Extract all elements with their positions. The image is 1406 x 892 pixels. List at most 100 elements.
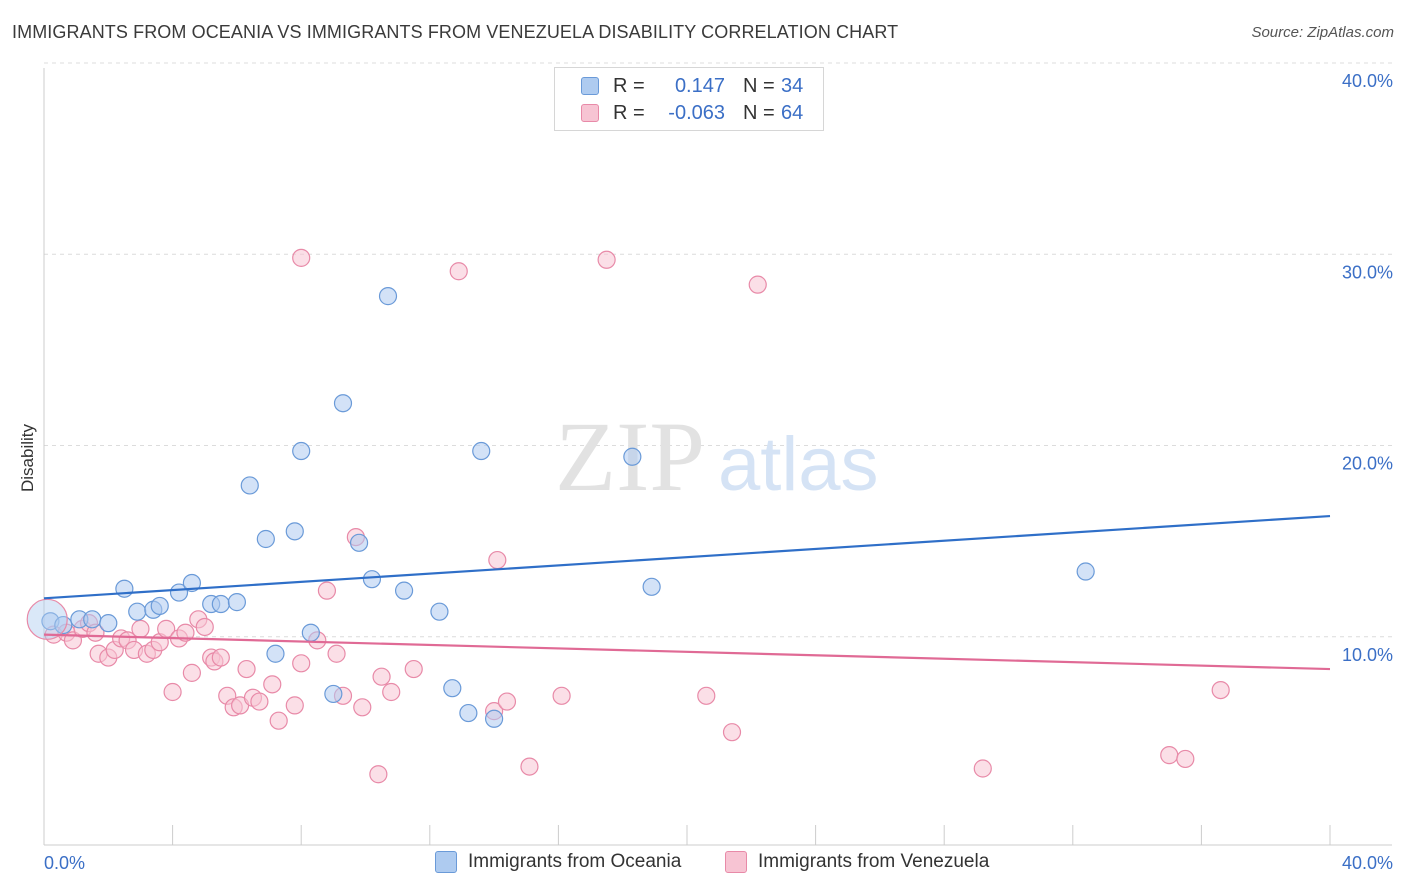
oceania-point [182,573,201,593]
venezuela-point [182,663,201,682]
chart-title: IMMIGRANTS FROM OCEANIA VS IMMIGRANTS FR… [12,22,899,42]
legend-n-label: N = [743,74,775,97]
venezuela-point [404,659,423,679]
oceania-point [472,441,491,461]
source-label: Source: ZipAtlas.com [1251,24,1394,41]
venezuela-point [292,248,311,267]
oceania-point [211,594,230,614]
tick-labels: 10.0% 20.0% 30.0% 40.0% 0.0% 40.0% [44,71,1393,873]
oceania-point [642,577,661,596]
oceania-point [324,684,343,704]
x-tick-label: 40.0% [1342,853,1393,873]
oceania-point [256,529,275,549]
venezuela-point [369,765,388,784]
data-points [26,248,1230,784]
oceania-point [623,447,642,466]
venezuela-point [1176,749,1195,769]
y-axis-label: Disability [18,423,37,493]
venezuela-point [327,644,346,663]
venezuela-point [292,654,311,673]
legend-n-value: 64 [781,101,804,124]
oceania-point [1076,562,1095,581]
series-name-venezuela: Immigrants from Venezuela [758,851,990,872]
venezuela-point [250,692,269,711]
venezuela-point [317,581,337,600]
series-legend-venezuela: Immigrants from Venezuela [725,851,989,873]
x-tick-label: 0.0% [44,853,85,873]
stats-legend: R = 0.147 N = 34 R = -0.063 N = 64 [554,67,824,131]
venezuela-point [353,698,372,717]
venezuela-point [1160,746,1179,765]
trend-lines [43,514,1331,671]
venezuela-point [382,682,401,702]
series-legend-oceania: Immigrants from Oceania [435,851,681,873]
oceania-point [266,644,285,663]
oceania-point [115,579,134,598]
oceania-point [128,602,147,621]
oceania-swatch [581,77,599,95]
venezuela-point [552,686,571,705]
venezuela-point [488,550,507,570]
oceania-point [26,598,68,640]
oceania-point [459,703,478,723]
venezuela-legend-swatch [725,851,747,873]
venezuela-point [497,692,517,711]
y-tick-label: 20.0% [1342,454,1393,474]
legend-n-value: 34 [781,74,804,97]
oceania-point [285,522,304,541]
venezuela-point [285,696,304,715]
venezuela-point [748,275,767,294]
legend-r-value: -0.063 [668,101,725,124]
legend-row-oceania: R = 0.147 N = 34 [581,73,803,99]
oceania-point [349,533,369,552]
grid-lines [44,62,1392,638]
oceania-point [443,679,462,698]
venezuela-trend-line [43,633,1331,671]
oceania-point [83,610,102,629]
watermark-atlas: atlas [718,422,879,507]
venezuela-point [372,667,391,686]
venezuela-point [1211,680,1230,700]
y-tick-label: 30.0% [1342,262,1393,282]
oceania-point [378,287,398,306]
oceania-point [99,614,118,633]
venezuela-point [722,723,742,742]
oceania-point [301,623,320,642]
oceania-point [240,476,259,495]
legend-row-venezuela: R = -0.063 N = 64 [581,100,803,126]
watermark: ZIP atlas [555,401,879,512]
venezuela-point [269,711,288,730]
venezuela-point [973,759,992,778]
oceania-point [362,570,382,589]
oceania-point [430,602,449,621]
venezuela-point [211,648,230,667]
y-tick-label: 10.0% [1342,645,1393,665]
oceania-point [333,394,353,413]
axes [43,68,1392,846]
venezuela-point [237,659,256,679]
oceania-trend-line [43,514,1331,600]
oceania-point [485,709,504,728]
venezuela-point [449,262,468,281]
venezuela-point [597,250,616,269]
venezuela-swatch [581,104,599,122]
oceania-point [292,441,311,461]
venezuela-point [520,757,539,776]
legend-r-value: 0.147 [674,74,725,97]
venezuela-point [176,623,195,642]
venezuela-point [697,686,716,705]
venezuela-point [263,675,282,694]
oceania-legend-swatch [435,851,457,873]
series-name-oceania: Immigrants from Oceania [468,851,682,872]
oceania-point [150,596,169,616]
venezuela-point [163,682,182,702]
legend-n-label: N = [743,101,775,124]
oceania-point [394,581,414,600]
oceania-point [227,593,246,612]
venezuela-point [195,617,214,637]
venezuela-point [131,619,150,638]
legend-r-label: R = [613,74,645,97]
y-tick-label: 40.0% [1342,71,1393,91]
legend-r-label: R = [613,101,645,124]
